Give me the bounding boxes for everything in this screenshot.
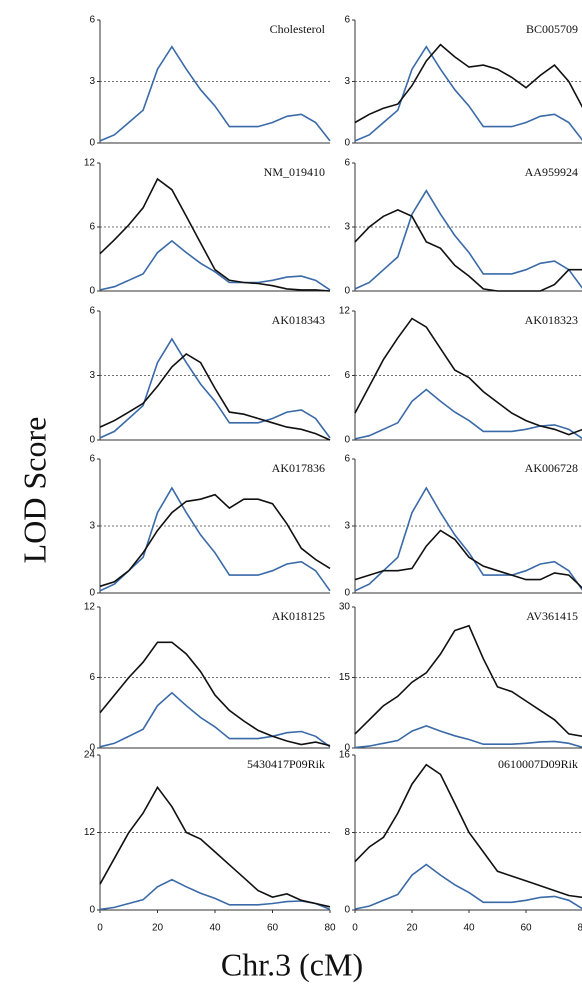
- y-axis-label: LOD Score: [16, 417, 52, 564]
- lod-curve: [99, 177, 331, 292]
- x-tick-label: 40: [463, 923, 475, 934]
- lod-curve: [99, 691, 331, 748]
- lod-curve: [354, 388, 582, 440]
- y-tick-label: 6: [89, 454, 95, 465]
- lod-curve: [99, 337, 331, 439]
- y-tick-label: 3: [89, 370, 95, 381]
- panel-title: AK017836: [272, 461, 325, 475]
- y-tick-label: 15: [339, 672, 351, 683]
- y-tick-label: 6: [344, 158, 350, 169]
- y-tick-label: 6: [344, 454, 350, 465]
- lod-curve: [354, 486, 582, 592]
- y-tick-label: 0: [89, 286, 95, 297]
- panel-title: 0610007D09Rik: [498, 757, 578, 771]
- lod-curve: [354, 43, 582, 124]
- panel-title: 5430417P09Rik: [247, 757, 325, 771]
- y-tick-label: 0: [344, 588, 350, 599]
- lod-curve: [99, 493, 331, 588]
- panel-title: AK018343: [272, 313, 325, 327]
- lod-curve: [354, 45, 582, 142]
- lod-curve: [354, 725, 582, 749]
- lod-curve: [354, 763, 582, 899]
- lod-curve: [99, 239, 331, 291]
- y-tick-label: 12: [84, 602, 96, 613]
- y-tick-label: 6: [89, 15, 95, 26]
- y-tick-label: 3: [89, 76, 95, 87]
- lod-curve: [99, 878, 331, 911]
- x-tick-label: 0: [97, 923, 103, 934]
- y-tick-label: 0: [89, 743, 95, 754]
- y-tick-label: 3: [344, 76, 350, 87]
- y-tick-label: 0: [89, 588, 95, 599]
- lod-curve: [99, 45, 331, 142]
- x-tick-label: 60: [520, 923, 532, 934]
- panel-title: AA959924: [525, 165, 578, 179]
- y-tick-label: 3: [89, 521, 95, 532]
- y-tick-label: 0: [89, 905, 95, 916]
- x-tick-label: 40: [209, 923, 221, 934]
- y-tick-label: 6: [89, 306, 95, 317]
- y-tick-label: 12: [84, 827, 96, 838]
- x-tick-label: 0: [352, 923, 358, 934]
- y-tick-label: 0: [344, 743, 350, 754]
- panel-title: AK018125: [272, 609, 325, 623]
- lod-curve: [354, 624, 582, 737]
- y-tick-label: 3: [344, 222, 350, 233]
- lod-curve: [354, 209, 582, 292]
- y-tick-label: 6: [344, 370, 350, 381]
- y-tick-label: 6: [344, 15, 350, 26]
- lod-curve: [354, 863, 582, 910]
- panel-title: AV361415: [526, 609, 578, 623]
- lod-curve: [354, 529, 582, 589]
- y-tick-label: 16: [339, 750, 351, 761]
- lod-curve: [99, 486, 331, 592]
- panel-title: AK018323: [525, 313, 578, 327]
- y-tick-label: 12: [339, 306, 351, 317]
- panel-title: AK006728: [525, 461, 578, 475]
- y-tick-label: 0: [344, 138, 350, 149]
- x-tick-label: 60: [267, 923, 279, 934]
- y-tick-label: 24: [84, 750, 96, 761]
- y-tick-label: 0: [344, 905, 350, 916]
- panel-title: BC005709: [526, 22, 578, 36]
- x-tick-label: 20: [152, 923, 164, 934]
- y-tick-label: 30: [339, 602, 351, 613]
- lod-curve: [99, 641, 331, 747]
- y-tick-label: 6: [89, 672, 95, 683]
- y-tick-label: 0: [89, 138, 95, 149]
- lod-curve: [99, 353, 331, 441]
- y-tick-label: 0: [344, 286, 350, 297]
- y-tick-label: 0: [89, 435, 95, 446]
- lod-curve: [354, 189, 582, 290]
- panel-title: NM_019410: [264, 165, 325, 179]
- x-tick-label: 20: [406, 923, 418, 934]
- y-tick-label: 8: [344, 827, 350, 838]
- y-tick-label: 3: [344, 521, 350, 532]
- y-tick-label: 6: [89, 222, 95, 233]
- lod-curve: [99, 785, 331, 908]
- x-tick-label: 80: [324, 923, 336, 934]
- panel-title: Cholesterol: [270, 22, 326, 36]
- x-axis-label: Chr.3 (cM): [221, 946, 363, 982]
- lod-curve: [354, 317, 582, 436]
- y-tick-label: 0: [344, 435, 350, 446]
- x-tick-label: 80: [577, 923, 582, 934]
- y-tick-label: 12: [84, 158, 96, 169]
